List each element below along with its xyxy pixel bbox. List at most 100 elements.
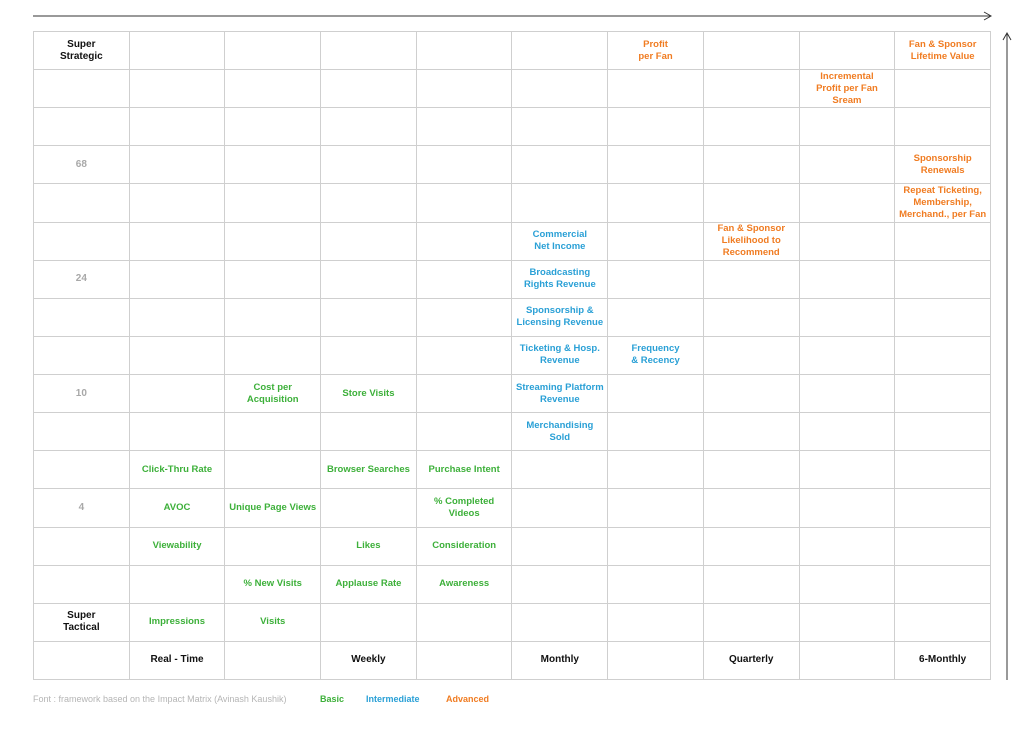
matrix-cell bbox=[225, 146, 322, 185]
metric-cell: % Completed Videos bbox=[416, 489, 513, 528]
y-axis-label: Super Strategic bbox=[34, 32, 130, 71]
matrix-cell bbox=[512, 108, 609, 147]
matrix-cell bbox=[225, 184, 322, 223]
matrix-cell bbox=[703, 32, 800, 71]
legend: Font : framework based on the Impact Mat… bbox=[0, 694, 1024, 708]
metric-cell: Fan & Sponsor Likelihood to Recommend bbox=[703, 222, 800, 261]
matrix-cell bbox=[512, 565, 609, 604]
metric-cell: Fan & Sponsor Lifetime Value bbox=[895, 32, 991, 71]
matrix-cell bbox=[321, 489, 417, 528]
matrix-cell bbox=[225, 336, 322, 376]
y-axis-label: 4 bbox=[34, 489, 130, 528]
matrix-cell bbox=[703, 489, 800, 528]
metric-cell: Browser Searches bbox=[321, 451, 417, 490]
matrix-cell bbox=[895, 108, 991, 147]
matrix-cell bbox=[321, 260, 417, 299]
metric-cell: Cost per Acquisition bbox=[225, 375, 322, 414]
matrix-cell bbox=[129, 184, 226, 223]
y-axis-label bbox=[34, 336, 130, 376]
metric-cell: Visits bbox=[225, 603, 322, 642]
metric-cell: Applause Rate bbox=[321, 565, 417, 604]
matrix-cell bbox=[799, 260, 896, 299]
matrix-cell bbox=[703, 451, 800, 490]
metric-cell: Click-Thru Rate bbox=[129, 451, 226, 490]
matrix-cell bbox=[799, 527, 896, 566]
matrix-cell bbox=[703, 146, 800, 185]
matrix-cell bbox=[225, 70, 322, 109]
time-axis-arrowhead bbox=[983, 11, 993, 21]
metric-cell: Streaming Platform Revenue bbox=[512, 375, 609, 414]
y-axis-label bbox=[34, 451, 130, 490]
matrix-cell bbox=[608, 375, 704, 414]
matrix-cell bbox=[703, 108, 800, 147]
matrix-cell bbox=[512, 489, 609, 528]
matrix-cell bbox=[608, 70, 704, 109]
metric-cell: Broadcasting Rights Revenue bbox=[512, 260, 609, 299]
matrix-cell bbox=[799, 565, 896, 604]
metric-cell: Profit per Fan bbox=[608, 32, 704, 71]
matrix-cell bbox=[895, 413, 991, 452]
matrix-cell bbox=[799, 451, 896, 490]
matrix-cell bbox=[321, 108, 417, 147]
matrix-cell bbox=[512, 32, 609, 71]
matrix-cell bbox=[608, 527, 704, 566]
legend-intermediate: Intermediate bbox=[366, 694, 420, 704]
matrix-cell bbox=[416, 222, 513, 261]
metric-cell: Commercial Net Income bbox=[512, 222, 609, 261]
y-axis-label bbox=[34, 108, 130, 147]
matrix-cell bbox=[225, 298, 322, 337]
matrix-cell bbox=[895, 565, 991, 604]
metric-cell: Store Visits bbox=[321, 375, 417, 414]
metric-cell: Merchandising Sold bbox=[512, 413, 609, 452]
y-axis-label bbox=[34, 565, 130, 604]
matrix-cell bbox=[225, 413, 322, 452]
matrix-cell bbox=[895, 489, 991, 528]
metric-cell: Repeat Ticketing, Membership, Merchand.,… bbox=[895, 184, 991, 223]
matrix-cell bbox=[225, 527, 322, 566]
x-axis-label bbox=[416, 641, 513, 680]
matrix-cell bbox=[416, 603, 513, 642]
matrix-cell bbox=[321, 336, 417, 376]
matrix-cell bbox=[703, 70, 800, 109]
matrix-cell bbox=[129, 413, 226, 452]
matrix-cell bbox=[321, 413, 417, 452]
matrix-cell bbox=[799, 146, 896, 185]
matrix-cell bbox=[321, 184, 417, 223]
matrix-cell bbox=[225, 32, 322, 71]
matrix-cell bbox=[608, 108, 704, 147]
matrix-cell bbox=[608, 565, 704, 604]
y-axis-label: 10 bbox=[34, 375, 130, 414]
metric-cell: Impressions bbox=[129, 603, 226, 642]
y-axis-label: 68 bbox=[34, 146, 130, 185]
matrix-cell bbox=[321, 298, 417, 337]
y-axis-label bbox=[34, 222, 130, 261]
matrix-cell bbox=[321, 222, 417, 261]
x-axis-label bbox=[225, 641, 322, 680]
matrix-cell bbox=[416, 108, 513, 147]
y-axis-label: Super Tactical bbox=[34, 603, 130, 642]
matrix-cell bbox=[129, 298, 226, 337]
x-axis-label: 6-Monthly bbox=[895, 641, 991, 680]
metric-cell: Unique Page Views bbox=[225, 489, 322, 528]
matrix-cell bbox=[129, 108, 226, 147]
metric-cell: Purchase Intent bbox=[416, 451, 513, 490]
matrix-cell bbox=[416, 336, 513, 376]
matrix-cell bbox=[895, 70, 991, 109]
impact-axis-arrowhead bbox=[1002, 31, 1012, 41]
matrix-cell bbox=[512, 70, 609, 109]
matrix-cell bbox=[608, 413, 704, 452]
matrix-cell bbox=[895, 222, 991, 261]
matrix-cell bbox=[416, 298, 513, 337]
matrix-cell bbox=[129, 32, 226, 71]
matrix-cell bbox=[416, 32, 513, 71]
matrix-cell bbox=[799, 336, 896, 376]
matrix-cell bbox=[512, 603, 609, 642]
matrix-cell bbox=[129, 336, 226, 376]
x-axis-label: Quarterly bbox=[703, 641, 800, 680]
matrix-cell bbox=[129, 375, 226, 414]
matrix-cell bbox=[321, 603, 417, 642]
x-axis-label bbox=[799, 641, 896, 680]
matrix-cell bbox=[799, 222, 896, 261]
matrix-cell bbox=[799, 298, 896, 337]
x-axis-label: Monthly bbox=[512, 641, 609, 680]
